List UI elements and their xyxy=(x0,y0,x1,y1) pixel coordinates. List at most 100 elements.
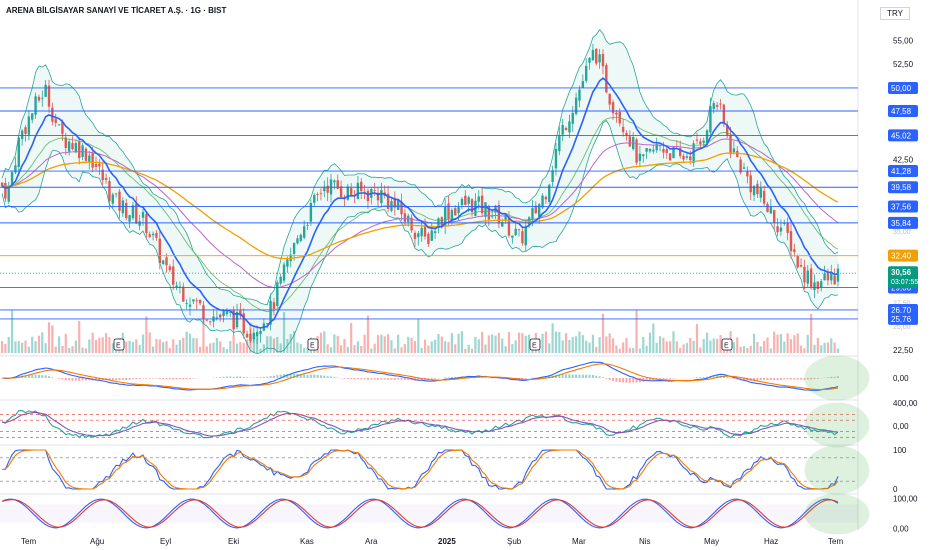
macd-histogram-bar xyxy=(749,378,752,381)
candle-body xyxy=(759,188,762,198)
volume-bar xyxy=(460,331,464,353)
candle-body xyxy=(598,54,601,63)
candle-body xyxy=(111,194,114,204)
macd-histogram-bar xyxy=(548,376,551,378)
macd-histogram-bar xyxy=(326,376,329,378)
volume-bar xyxy=(571,337,574,353)
macd-histogram-bar xyxy=(272,375,275,378)
macd-histogram-bar xyxy=(759,378,762,381)
macd-histogram-bar xyxy=(518,378,521,379)
candle-body xyxy=(138,221,141,226)
candle-body xyxy=(239,310,242,316)
volume-bar xyxy=(564,333,568,353)
volume-bar xyxy=(410,337,413,353)
candle-body xyxy=(823,273,826,281)
level-label: 26,70 xyxy=(891,306,912,315)
earnings-marker-label: E xyxy=(724,343,729,350)
candle-body xyxy=(185,303,188,304)
candle-body xyxy=(742,167,746,169)
macd-histogram-bar xyxy=(356,378,359,380)
highlight-ellipse xyxy=(804,493,870,535)
macd-histogram-bar xyxy=(719,375,722,378)
macd-histogram-bar xyxy=(91,378,94,381)
macd-histogram-bar xyxy=(665,378,668,379)
macd-histogram-bar xyxy=(716,375,719,378)
candle-body xyxy=(417,233,420,238)
candle-body xyxy=(148,234,151,237)
candle-body xyxy=(470,199,474,213)
macd-histogram-bar xyxy=(736,378,739,380)
volume-bar xyxy=(638,348,642,353)
candle-body xyxy=(269,300,272,325)
stochrsi-line-2 xyxy=(1,499,839,528)
candle-body xyxy=(642,154,645,157)
candle-body xyxy=(440,217,444,227)
candle-body xyxy=(645,148,648,152)
candle-body xyxy=(74,143,78,153)
macd-histogram-bar xyxy=(219,377,222,378)
candle-body xyxy=(799,265,803,267)
macd-histogram-bar xyxy=(118,378,121,381)
macd-histogram-bar xyxy=(608,378,611,380)
macd-histogram-bar xyxy=(598,376,601,378)
candle-body xyxy=(611,102,615,114)
macd-histogram-bar xyxy=(44,375,47,378)
volume-bar xyxy=(759,346,762,353)
macd-histogram-bar xyxy=(158,378,161,380)
time-axis-label: 2025 xyxy=(438,537,456,546)
macd-histogram-bar xyxy=(78,378,81,381)
level-label: 47,58 xyxy=(891,107,912,116)
candle-body xyxy=(460,198,464,206)
candle-body xyxy=(403,213,407,222)
macd-histogram-bar xyxy=(806,378,809,380)
candle-body xyxy=(380,190,383,204)
candle-body xyxy=(323,186,326,192)
volume-bar xyxy=(464,348,467,353)
macd-histogram-bar xyxy=(178,378,181,380)
volume-bar xyxy=(672,331,675,353)
candle-body xyxy=(78,141,81,159)
macd-histogram-bar xyxy=(400,378,403,380)
cci-tick-label: 400,00 xyxy=(893,399,918,408)
volume-bar xyxy=(397,334,400,353)
macd-histogram-bar xyxy=(232,376,235,378)
macd-histogram-bar xyxy=(464,376,467,378)
level-label: 32,40 xyxy=(891,252,912,261)
volume-bar xyxy=(756,342,759,353)
candle-body xyxy=(833,275,836,285)
candle-body xyxy=(762,190,766,204)
macd-histogram-bar xyxy=(655,378,658,380)
currency-badge[interactable]: TRY xyxy=(880,7,910,20)
candle-body xyxy=(608,93,611,105)
volume-bar xyxy=(575,336,578,353)
macd-histogram-bar xyxy=(319,375,322,378)
volume-bar xyxy=(192,337,195,353)
volume-bar xyxy=(104,333,108,353)
macd-histogram-bar xyxy=(776,378,779,381)
volume-bar xyxy=(679,347,682,353)
macd-histogram-bar xyxy=(800,378,803,380)
volume-bar xyxy=(423,339,427,353)
level-label-box xyxy=(888,129,918,142)
macd-histogram-bar xyxy=(377,378,380,380)
candle-body xyxy=(571,112,574,124)
macd-histogram-bar xyxy=(131,378,134,380)
time-axis-label: Eyl xyxy=(160,537,171,546)
candle-body xyxy=(709,106,712,133)
candle-body xyxy=(746,170,749,177)
volume-bar xyxy=(266,336,269,353)
candle-body xyxy=(685,156,689,158)
macd-histogram-bar xyxy=(803,378,806,380)
macd-histogram-bar xyxy=(601,377,604,378)
volume-bar xyxy=(262,344,265,353)
macd-histogram-bar xyxy=(712,375,715,378)
stochrsi-band-fill xyxy=(0,504,858,523)
candle-body xyxy=(695,139,699,141)
candle-body xyxy=(605,65,608,93)
macd-tick-label: 0,00 xyxy=(893,374,909,383)
candle-body xyxy=(202,305,205,319)
volume-bar xyxy=(430,341,433,353)
volume-bar xyxy=(658,336,662,353)
volume-bar xyxy=(454,344,457,353)
